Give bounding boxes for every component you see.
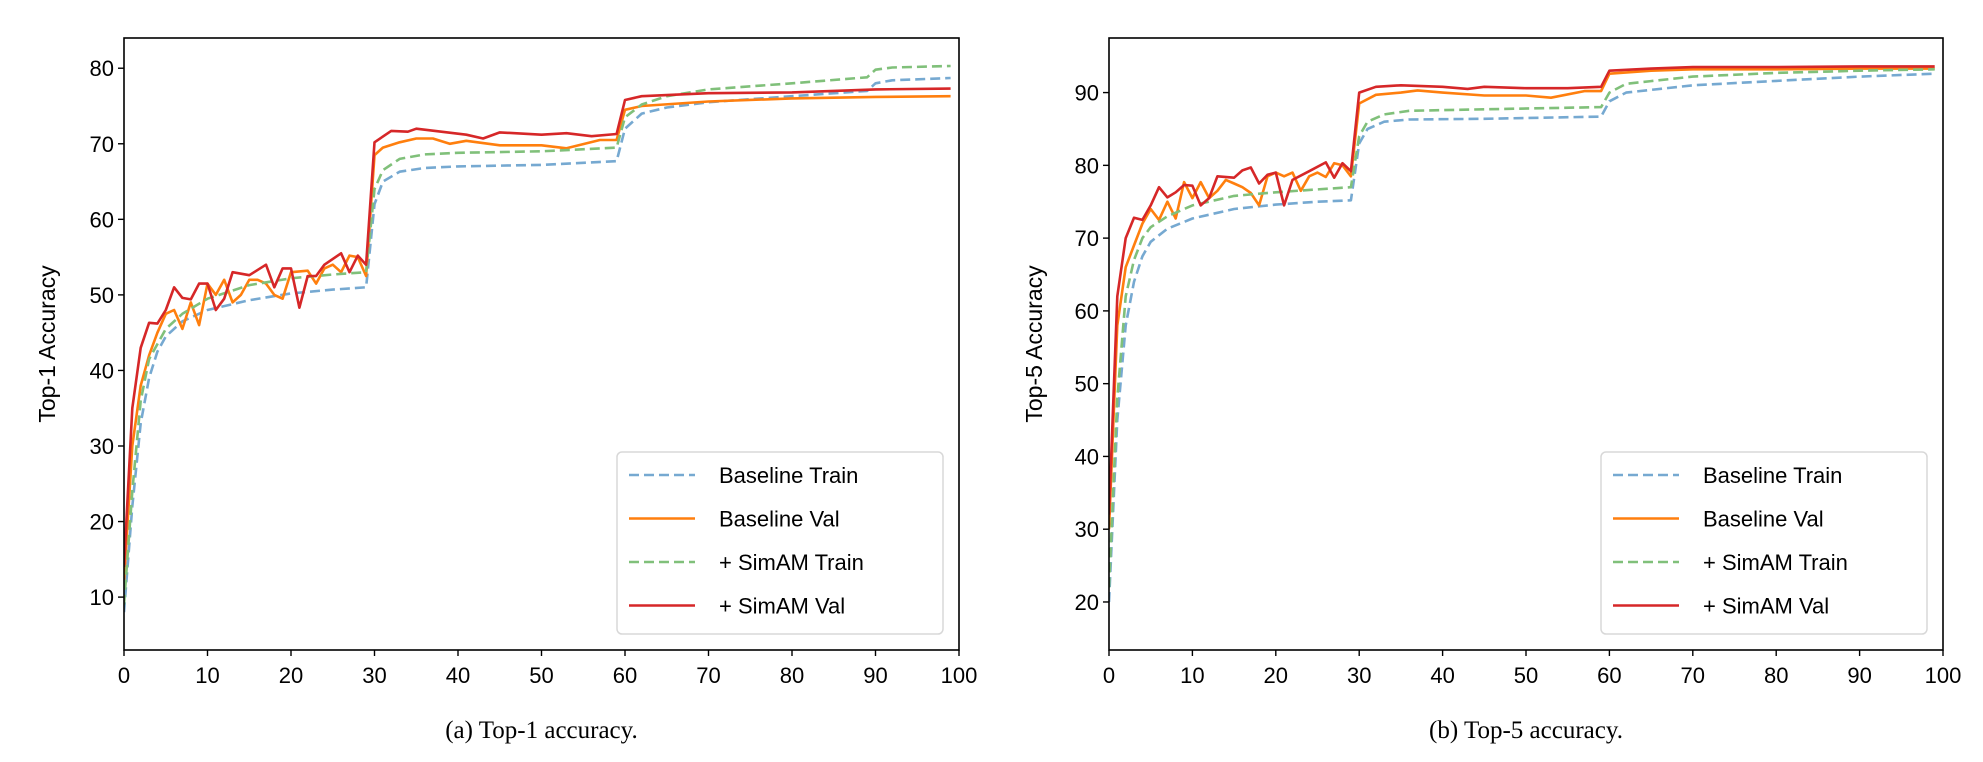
x-tick-label: 0 bbox=[1103, 663, 1115, 688]
series-line-simam-train bbox=[1109, 68, 1935, 588]
y-tick-label: 40 bbox=[1075, 444, 1099, 469]
series-line-simam-val bbox=[1109, 65, 1935, 515]
x-tick-label: 40 bbox=[446, 663, 470, 688]
figure-caption: (a) Top-1 accuracy. bbox=[445, 717, 638, 744]
chart-2: 0 10 20 30 40 50 60 70 80 90 100 20 30 40 50 60 70 80 90 To… bbox=[1021, 37, 1962, 744]
series-line-baseline-train bbox=[1109, 72, 1935, 603]
legend-label: Baseline Train bbox=[719, 463, 858, 488]
legend-label: Baseline Val bbox=[719, 507, 840, 532]
x-tick-label: 90 bbox=[863, 663, 887, 688]
x-tick-label: 20 bbox=[1264, 663, 1288, 688]
y-tick-label: 50 bbox=[1075, 372, 1099, 397]
y-tick-label: 20 bbox=[90, 510, 114, 535]
legend-label: + SimAM Train bbox=[719, 550, 864, 575]
y-tick-label: 10 bbox=[90, 585, 114, 610]
y-tick-label: 70 bbox=[90, 132, 114, 157]
y-tick-label: 20 bbox=[1075, 590, 1099, 615]
y-tick-label: 40 bbox=[90, 358, 114, 383]
legend-label: Baseline Train bbox=[1703, 463, 1842, 488]
x-tick-label: 60 bbox=[1597, 663, 1621, 688]
y-axis-label: Top-1 Accuracy bbox=[34, 265, 60, 423]
x-tick-label: 30 bbox=[1347, 663, 1371, 688]
y-tick-label: 80 bbox=[1075, 153, 1099, 178]
figure-caption: (b) Top-5 accuracy. bbox=[1429, 717, 1623, 744]
y-tick-label: 90 bbox=[1075, 81, 1099, 106]
y-tick-label: 60 bbox=[1075, 299, 1099, 324]
x-tick-label: 10 bbox=[1180, 663, 1204, 688]
series-line-baseline-train bbox=[124, 76, 951, 613]
y-tick-label: 60 bbox=[90, 207, 114, 232]
legend: Baseline Train Baseline Val + SimAM Train +… bbox=[1600, 451, 1928, 635]
x-tick-label: 70 bbox=[696, 663, 720, 688]
y-axis-label: Top-5 Accuracy bbox=[1021, 265, 1047, 423]
series-line-simam-train bbox=[124, 64, 951, 605]
x-tick-label: 90 bbox=[1847, 663, 1871, 688]
x-tick-label: 100 bbox=[941, 663, 978, 688]
x-tick-label: 60 bbox=[613, 663, 637, 688]
x-tick-label: 10 bbox=[195, 663, 219, 688]
x-tick-label: 40 bbox=[1430, 663, 1454, 688]
series-line-simam-val bbox=[124, 87, 951, 567]
series-line-baseline-val bbox=[124, 94, 951, 583]
legend-label: + SimAM Val bbox=[1703, 594, 1829, 619]
legend-box bbox=[1600, 451, 1928, 635]
chart-1: 0 10 20 30 40 50 60 70 80 90 100 10 20 30 40 50 60 70 80 To… bbox=[34, 37, 978, 744]
legend-label: + SimAM Val bbox=[719, 594, 845, 619]
y-tick-label: 30 bbox=[90, 434, 114, 459]
y-tick-label: 50 bbox=[90, 283, 114, 308]
x-tick-label: 100 bbox=[1925, 663, 1962, 688]
x-tick-label: 70 bbox=[1681, 663, 1705, 688]
x-tick-label: 0 bbox=[118, 663, 130, 688]
legend: Baseline Train Baseline Val + SimAM Train +… bbox=[616, 451, 944, 635]
x-tick-label: 50 bbox=[529, 663, 553, 688]
series-line-baseline-val bbox=[1109, 67, 1935, 530]
legend-label: Baseline Val bbox=[1703, 507, 1824, 532]
x-tick-label: 80 bbox=[780, 663, 804, 688]
x-tick-label: 80 bbox=[1764, 663, 1788, 688]
x-tick-label: 30 bbox=[362, 663, 386, 688]
x-tick-label: 50 bbox=[1514, 663, 1538, 688]
x-tick-label: 20 bbox=[279, 663, 303, 688]
y-tick-label: 30 bbox=[1075, 517, 1099, 542]
y-tick-label: 70 bbox=[1075, 226, 1099, 251]
legend-box bbox=[616, 451, 944, 635]
y-tick-label: 80 bbox=[90, 56, 114, 81]
legend-label: + SimAM Train bbox=[1703, 550, 1848, 575]
